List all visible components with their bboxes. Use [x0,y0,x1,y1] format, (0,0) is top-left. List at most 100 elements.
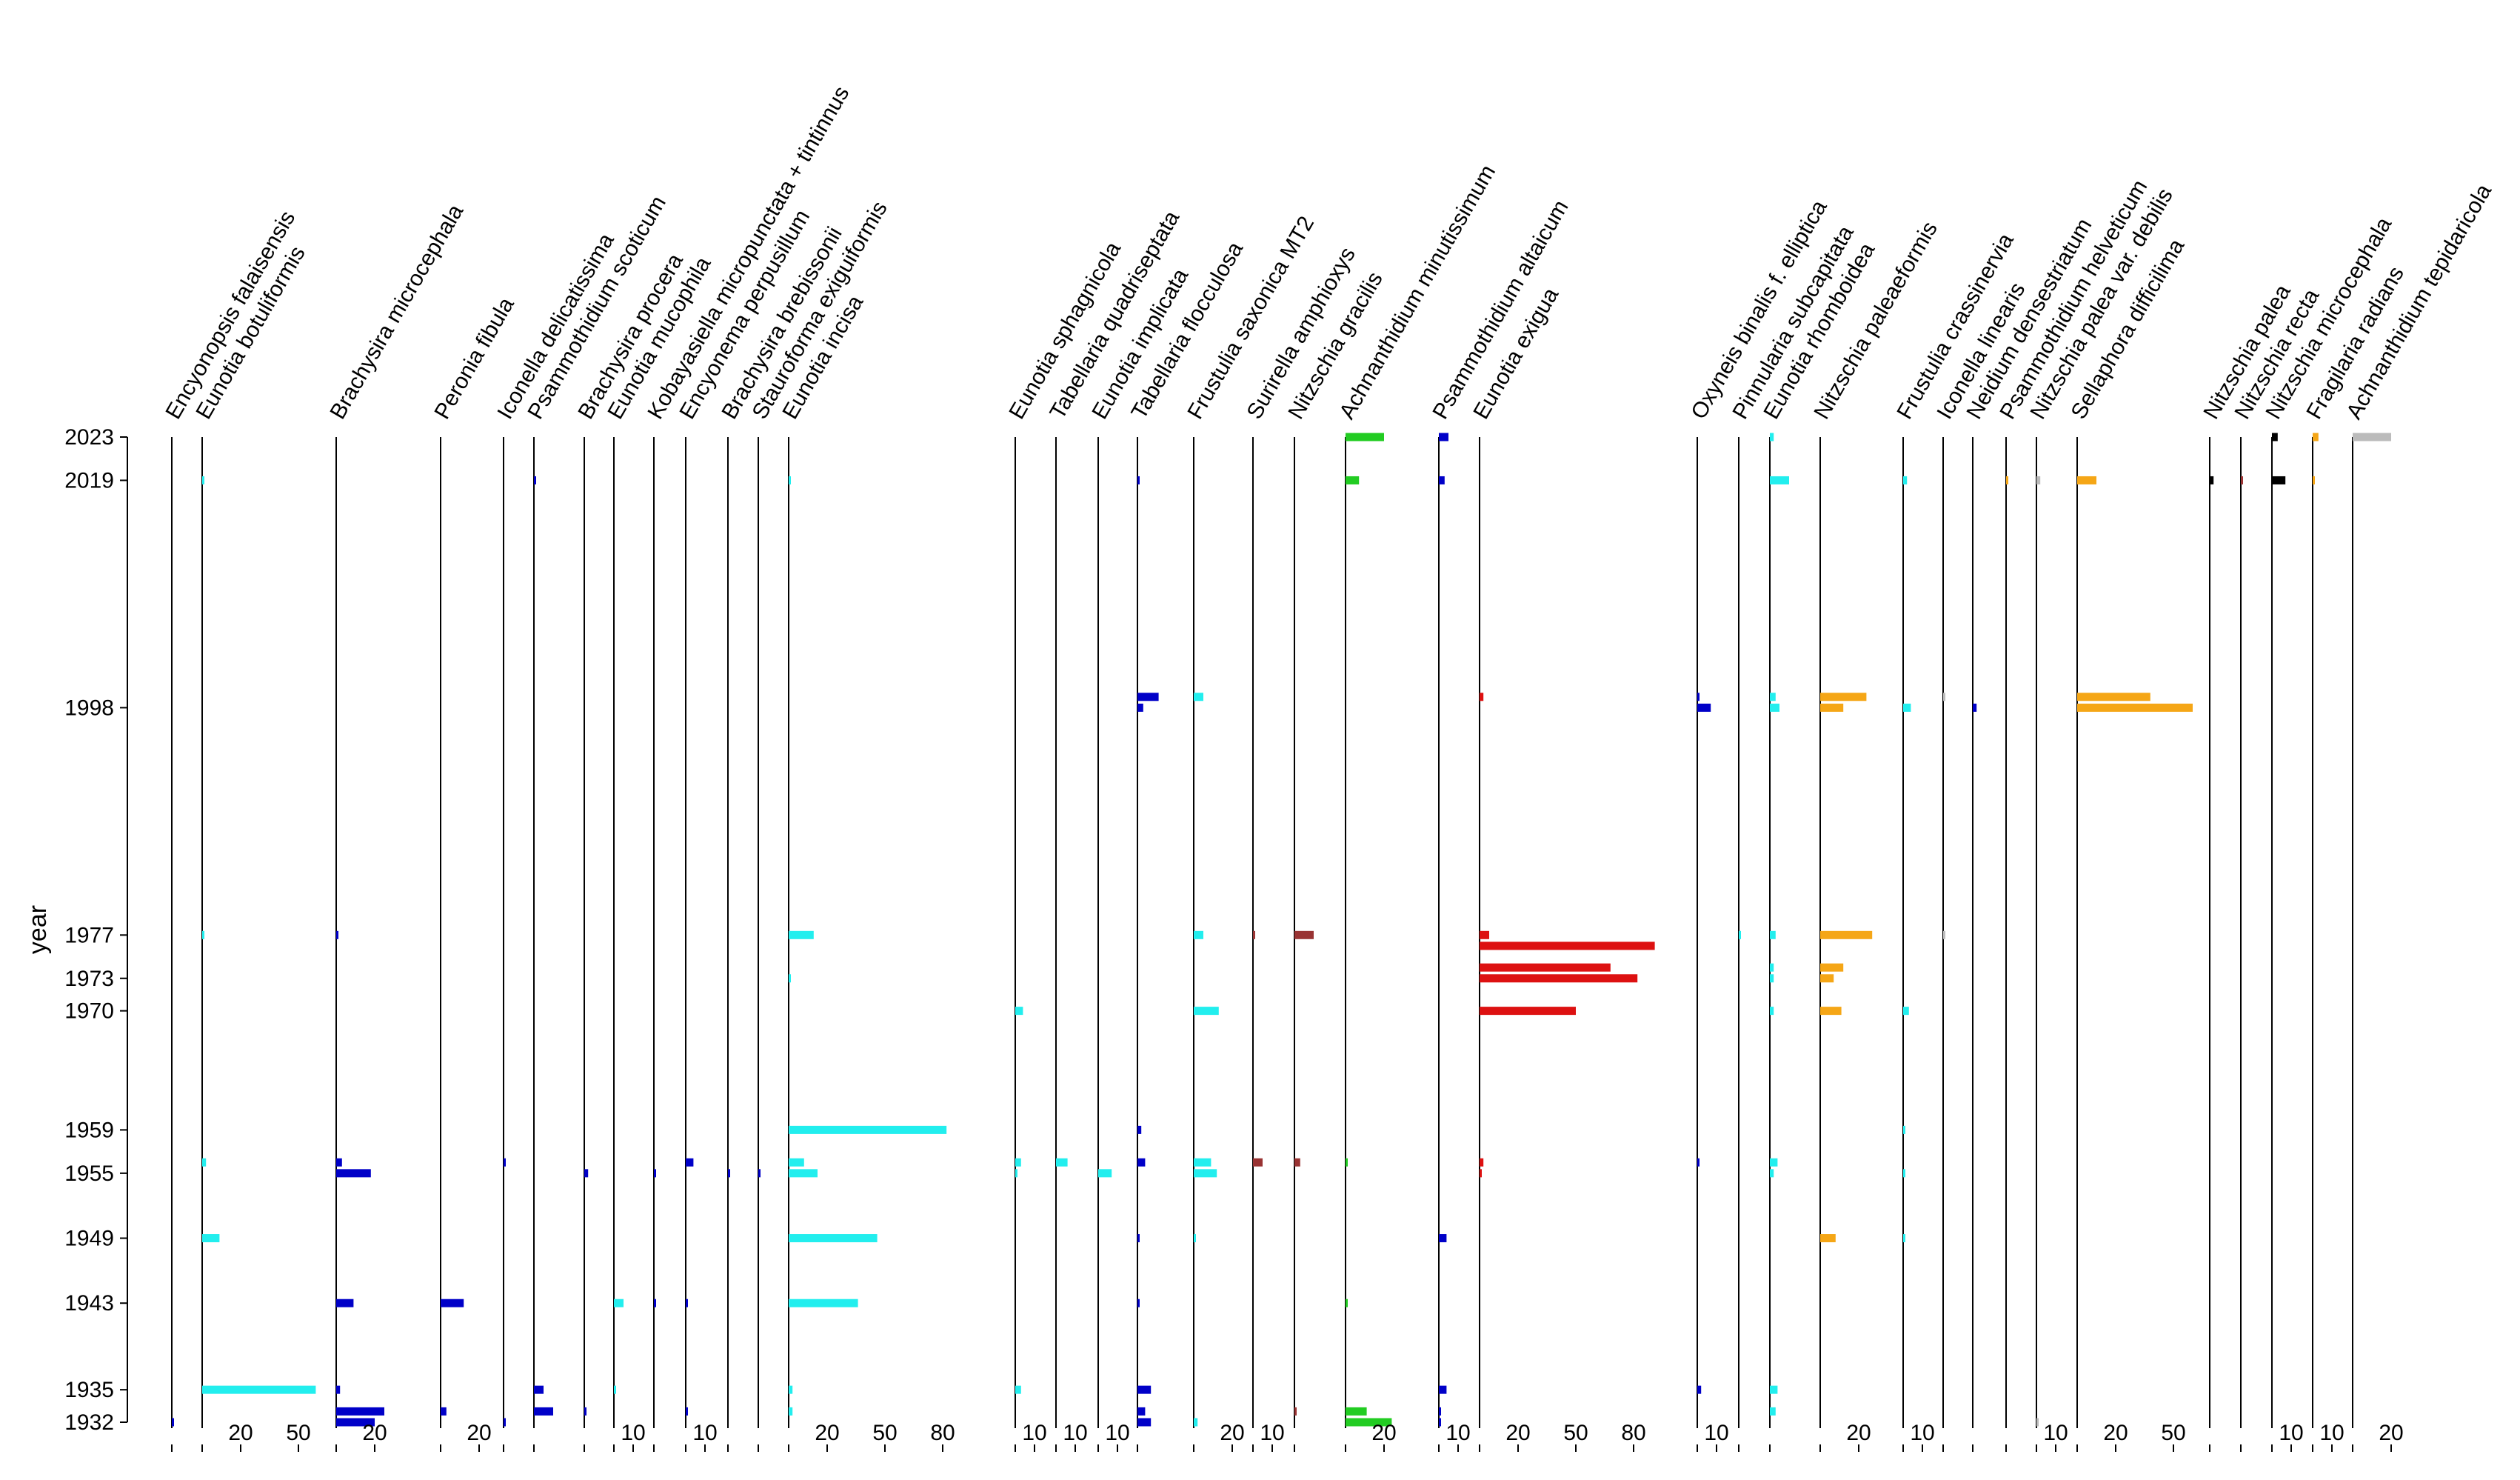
bar [202,1385,316,1394]
bar [789,1169,818,1178]
x-tick-label: 20 [2379,1421,2403,1445]
x-tick-label: 10 [1063,1421,1087,1445]
bar [1903,1169,1905,1178]
bar [1137,1234,1140,1243]
bar [789,1158,804,1167]
bar [441,1299,464,1307]
bar [789,974,791,983]
bar [1903,703,1911,712]
year-tick-label: 1955 [64,1161,114,1186]
bar [789,1125,947,1134]
bar [1480,693,1484,701]
taxon-panel: Encyonopsis falaisensis [161,207,300,1452]
bar [1697,693,1700,701]
x-tick-label: 10 [1910,1421,1934,1445]
bar [1346,1407,1367,1416]
bar [2272,433,2278,441]
bar [1770,974,1774,983]
bar [584,1169,589,1178]
taxon-panel: Tabellaria flocculosa [1126,238,1248,1452]
year-tick-label: 1935 [64,1378,114,1402]
bar [1137,1407,1146,1416]
x-tick-label: 10 [1022,1421,1046,1445]
bar [1770,963,1774,972]
bar [1346,476,1360,484]
bar [2313,433,2319,441]
bar [1820,930,1873,939]
bar [1697,1385,1702,1394]
bar [1770,703,1779,712]
bar [1480,1169,1482,1178]
bar [1253,930,1255,939]
bar [614,1385,616,1394]
bar [1480,941,1655,950]
bar [534,1407,553,1416]
bar [1820,963,1844,972]
bar [1770,433,1774,441]
year-tick-label: 1970 [64,999,114,1024]
x-tick-label: 20 [815,1421,839,1445]
bar [584,1407,586,1416]
bar [202,930,204,939]
x-tick-label: 10 [1260,1421,1284,1445]
x-tick-label: 10 [2319,1421,2344,1445]
bar [1194,1418,1198,1427]
bar [1480,1007,1576,1016]
bar [1098,1169,1112,1178]
bar [2077,703,2193,712]
bar [1697,703,1711,712]
bar [1770,693,1776,701]
bar [654,1299,656,1307]
bar [336,930,338,939]
x-tick-label: 50 [286,1421,310,1445]
bar [1480,1158,1484,1167]
x-tick-label: 10 [1704,1421,1728,1445]
bar [1903,1234,1905,1243]
year-tick-label: 1959 [64,1118,114,1142]
bar [2272,476,2286,484]
taxon-panel: Eunotia rhomboidea [1759,239,1879,1452]
bar [1480,963,1611,972]
bar [1943,930,1945,939]
bar [441,1407,447,1416]
bar [789,476,791,484]
x-tick-label: 20 [1371,1421,1396,1445]
bar [1137,476,1140,484]
bar [1194,1158,1211,1167]
bar [1137,1299,1140,1307]
year-tick-label: 1949 [64,1227,114,1251]
bar [1480,974,1638,983]
bar [336,1418,375,1427]
bar [1194,693,1203,701]
bar [1015,1169,1017,1178]
bar [1194,1007,1219,1016]
bar [1697,1158,1700,1167]
year-tick-label: 1998 [64,696,114,720]
bar [1820,703,1844,712]
bar [1137,703,1143,712]
bar [2353,433,2391,441]
bar [758,1169,761,1178]
x-tick-label: 20 [228,1421,253,1445]
year-tick-label: 2019 [64,468,114,493]
bar [1439,1234,1447,1243]
x-tick-label: 10 [621,1421,645,1445]
bar [1739,930,1741,939]
bar [2210,476,2214,484]
bar [1194,930,1203,939]
bar [1346,1158,1348,1167]
bar [336,1169,371,1178]
bar [1770,1385,1778,1394]
bar [654,1169,656,1178]
x-tick-label: 50 [2161,1421,2185,1445]
bar [2241,476,2243,484]
bar [1194,1169,1217,1178]
bar [336,1407,384,1416]
bar [1253,1158,1263,1167]
year-tick-label: 1932 [64,1410,114,1435]
bar [336,1158,342,1167]
